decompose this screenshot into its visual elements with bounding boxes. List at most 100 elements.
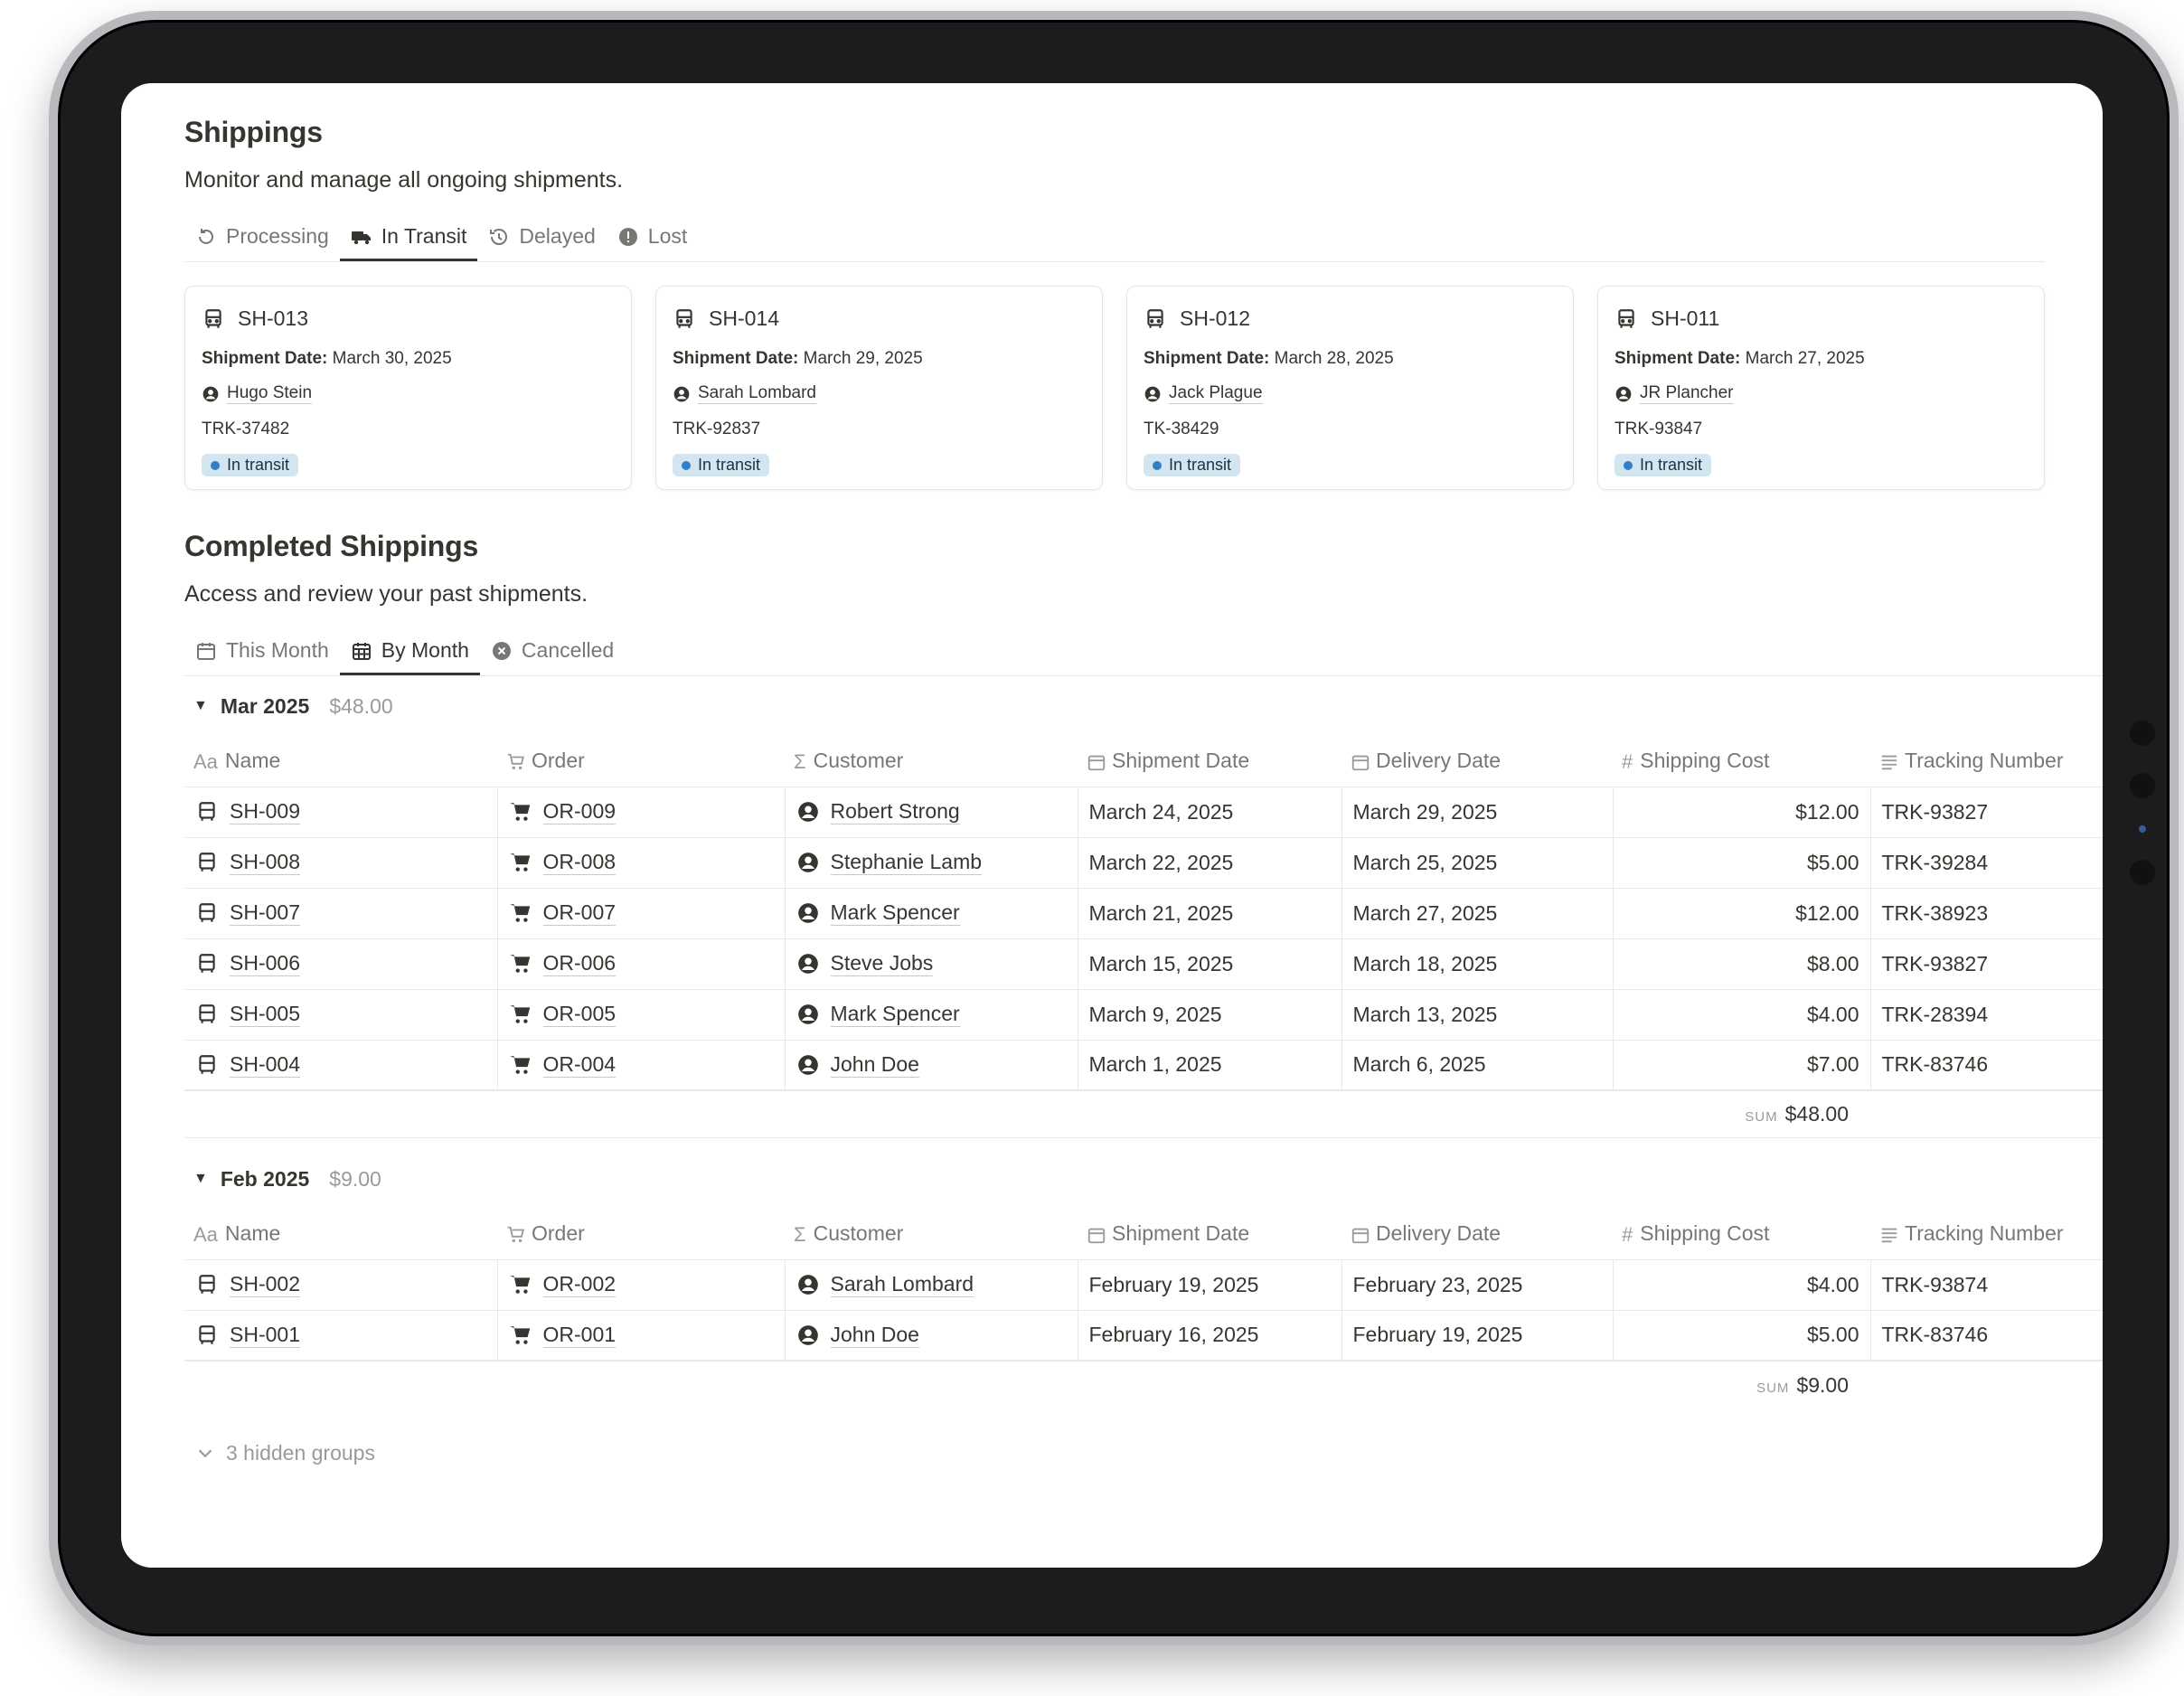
cell-shipment-date[interactable]: March 22, 2025: [1078, 837, 1342, 889]
cell-shipping-cost[interactable]: $12.00: [1613, 888, 1871, 939]
table-row[interactable]: SH-005 OR-005 Mark Spencer March 9, 2025…: [184, 989, 2103, 1041]
cell-order[interactable]: OR-008: [497, 837, 786, 889]
cell-shipment-date[interactable]: March 15, 2025: [1078, 938, 1342, 990]
tab-in-transit[interactable]: In Transit: [339, 224, 478, 261]
caret-down-icon[interactable]: ▼: [193, 1171, 208, 1186]
column-customer[interactable]: Σ Customer: [785, 736, 1078, 787]
cell-name[interactable]: SH-006: [184, 938, 498, 990]
column-tracking-number[interactable]: Tracking Number: [1870, 1209, 2103, 1260]
cell-shipment-date[interactable]: February 19, 2025: [1078, 1259, 1342, 1311]
shipment-card[interactable]: SH-013 Shipment Date: March 30, 2025 Hug…: [184, 286, 632, 490]
table-row[interactable]: SH-004 OR-004 John Doe March 1, 2025 Mar…: [184, 1040, 2103, 1091]
tab-lost[interactable]: Lost: [607, 224, 698, 261]
column-delivery-date[interactable]: Delivery Date: [1341, 1209, 1613, 1260]
column-shipment-date[interactable]: Shipment Date: [1078, 1209, 1341, 1260]
group-header[interactable]: ▼ Feb 2025 $9.00: [184, 1149, 2103, 1209]
cell-delivery-date[interactable]: March 6, 2025: [1341, 1040, 1614, 1091]
column-tracking-number[interactable]: Tracking Number: [1870, 736, 2103, 787]
cell-delivery-date[interactable]: March 13, 2025: [1341, 989, 1614, 1041]
card-customer[interactable]: Sarah Lombard: [673, 383, 1086, 404]
cell-order[interactable]: OR-002: [497, 1259, 786, 1311]
cell-tracking-number[interactable]: TRK-38923: [1870, 888, 2103, 939]
shipment-card[interactable]: SH-011 Shipment Date: March 27, 2025 JR …: [1597, 286, 2045, 490]
cell-name[interactable]: SH-008: [184, 837, 498, 889]
cell-delivery-date[interactable]: March 27, 2025: [1341, 888, 1614, 939]
cell-customer[interactable]: Robert Strong: [785, 787, 1078, 838]
cell-tracking-number[interactable]: TRK-39284: [1870, 837, 2103, 889]
cell-tracking-number[interactable]: TRK-28394: [1870, 989, 2103, 1041]
table-row[interactable]: SH-007 OR-007 Mark Spencer March 21, 202…: [184, 888, 2103, 939]
cell-order[interactable]: OR-007: [497, 888, 786, 939]
tab-cancelled[interactable]: Cancelled: [480, 638, 625, 675]
cell-delivery-date[interactable]: February 19, 2025: [1341, 1310, 1614, 1362]
table-row[interactable]: SH-002 OR-002 Sarah Lombard February 19,…: [184, 1259, 2103, 1311]
hidden-groups-toggle[interactable]: 3 hidden groups: [184, 1441, 2103, 1465]
card-customer[interactable]: JR Plancher: [1614, 383, 2028, 404]
cell-order[interactable]: OR-006: [497, 938, 786, 990]
table-row[interactable]: SH-001 OR-001 John Doe February 16, 2025…: [184, 1310, 2103, 1362]
cell-shipping-cost[interactable]: $12.00: [1613, 787, 1871, 838]
cell-order[interactable]: OR-004: [497, 1040, 786, 1091]
shipment-card[interactable]: SH-014 Shipment Date: March 29, 2025 Sar…: [655, 286, 1103, 490]
cell-shipment-date[interactable]: March 24, 2025: [1078, 787, 1342, 838]
cell-tracking-number[interactable]: TRK-83746: [1870, 1040, 2103, 1091]
cell-tracking-number[interactable]: TRK-83746: [1870, 1310, 2103, 1362]
cell-shipment-date[interactable]: March 1, 2025: [1078, 1040, 1342, 1091]
cell-shipment-date[interactable]: March 21, 2025: [1078, 888, 1342, 939]
cell-name[interactable]: SH-002: [184, 1259, 498, 1311]
tab-this-month[interactable]: This Month: [184, 638, 340, 675]
table-row[interactable]: SH-009 OR-009 Robert Strong March 24, 20…: [184, 787, 2103, 838]
table-row[interactable]: SH-006 OR-006 Steve Jobs March 15, 2025 …: [184, 938, 2103, 990]
tab-processing[interactable]: Processing: [184, 224, 340, 261]
cell-shipping-cost[interactable]: $4.00: [1613, 1259, 1871, 1311]
cell-name[interactable]: SH-001: [184, 1310, 498, 1362]
cell-tracking-number[interactable]: TRK-93827: [1870, 938, 2103, 990]
card-customer[interactable]: Jack Plague: [1144, 383, 1557, 404]
cell-customer[interactable]: John Doe: [785, 1040, 1078, 1091]
cell-shipping-cost[interactable]: $5.00: [1613, 1310, 1871, 1362]
caret-down-icon[interactable]: ▼: [193, 698, 208, 713]
cell-customer[interactable]: Mark Spencer: [785, 888, 1078, 939]
cell-delivery-date[interactable]: March 18, 2025: [1341, 938, 1614, 990]
cell-tracking-number[interactable]: TRK-93827: [1870, 787, 2103, 838]
cell-name[interactable]: SH-004: [184, 1040, 498, 1091]
cell-name[interactable]: SH-009: [184, 787, 498, 838]
cell-delivery-date[interactable]: March 25, 2025: [1341, 837, 1614, 889]
sum-cell[interactable]: SUM $9.00: [184, 1373, 1859, 1398]
tab-delayed[interactable]: Delayed: [477, 224, 606, 261]
column-shipping-cost[interactable]: # Shipping Cost: [1613, 736, 1870, 787]
cell-name[interactable]: SH-005: [184, 989, 498, 1041]
cell-name[interactable]: SH-007: [184, 888, 498, 939]
cell-order[interactable]: OR-005: [497, 989, 786, 1041]
tab-by-month[interactable]: By Month: [339, 638, 480, 675]
column-shipment-date[interactable]: Shipment Date: [1078, 736, 1341, 787]
cell-delivery-date[interactable]: March 29, 2025: [1341, 787, 1614, 838]
sum-cell[interactable]: SUM $48.00: [184, 1102, 1859, 1126]
column-order[interactable]: Order: [497, 736, 785, 787]
shipment-card[interactable]: SH-012 Shipment Date: March 28, 2025 Jac…: [1126, 286, 1574, 490]
cell-shipment-date[interactable]: March 9, 2025: [1078, 989, 1342, 1041]
cell-shipment-date[interactable]: February 16, 2025: [1078, 1310, 1342, 1362]
cell-customer[interactable]: Mark Spencer: [785, 989, 1078, 1041]
column-name[interactable]: Aa Name: [184, 1209, 497, 1260]
column-shipping-cost[interactable]: # Shipping Cost: [1613, 1209, 1870, 1260]
table-row[interactable]: SH-008 OR-008 Stephanie Lamb March 22, 2…: [184, 837, 2103, 889]
column-name[interactable]: Aa Name: [184, 736, 497, 787]
cell-order[interactable]: OR-001: [497, 1310, 786, 1362]
cell-customer[interactable]: Stephanie Lamb: [785, 837, 1078, 889]
cell-shipping-cost[interactable]: $5.00: [1613, 837, 1871, 889]
column-delivery-date[interactable]: Delivery Date: [1341, 736, 1613, 787]
group-header[interactable]: ▼ Mar 2025 $48.00: [184, 676, 2103, 736]
cell-order[interactable]: OR-009: [497, 787, 786, 838]
column-customer[interactable]: Σ Customer: [785, 1209, 1078, 1260]
cell-customer[interactable]: Sarah Lombard: [785, 1259, 1078, 1311]
cell-delivery-date[interactable]: February 23, 2025: [1341, 1259, 1614, 1311]
column-order[interactable]: Order: [497, 1209, 785, 1260]
cell-customer[interactable]: John Doe: [785, 1310, 1078, 1362]
cell-shipping-cost[interactable]: $4.00: [1613, 989, 1871, 1041]
card-customer[interactable]: Hugo Stein: [202, 383, 615, 404]
cell-tracking-number[interactable]: TRK-93874: [1870, 1259, 2103, 1311]
cell-customer[interactable]: Steve Jobs: [785, 938, 1078, 990]
cell-shipping-cost[interactable]: $7.00: [1613, 1040, 1871, 1091]
cell-shipping-cost[interactable]: $8.00: [1613, 938, 1871, 990]
